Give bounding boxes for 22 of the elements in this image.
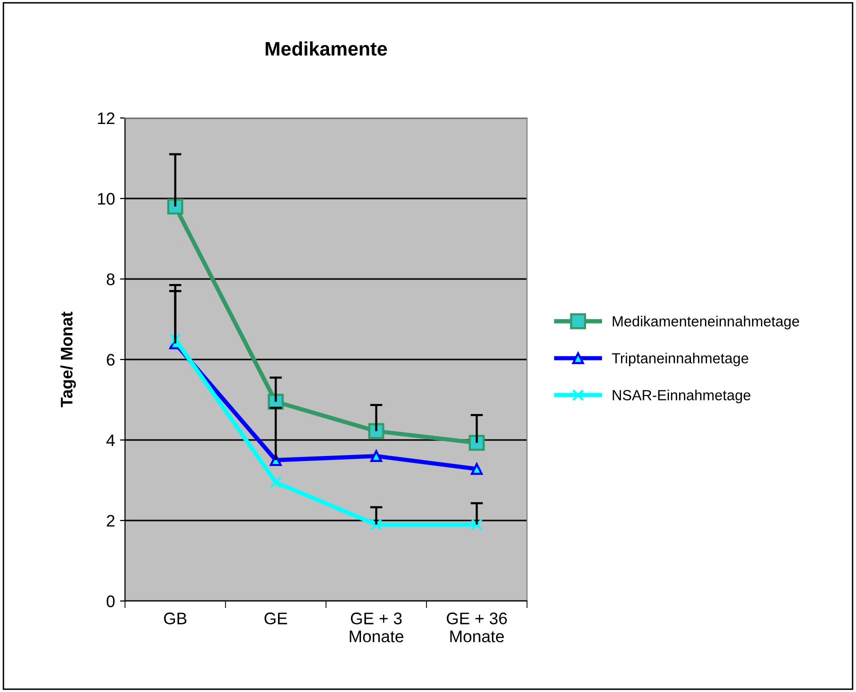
y-tick-label: 6	[106, 354, 115, 366]
y-tick-label: 12	[98, 112, 114, 124]
x-tick-label: GE + 3 Monate	[350, 612, 404, 642]
x-tick-label: GE	[264, 612, 288, 624]
point	[470, 463, 483, 475]
x-tick-label: GB	[164, 612, 186, 624]
point	[270, 476, 282, 488]
y-axis-title: Tage/ Monat	[60, 312, 76, 408]
legend-label: Medikamenteneinnahmetage	[612, 316, 800, 330]
legend-label: NSAR-Einnahmetage	[612, 390, 750, 404]
y-tick-label: 0	[106, 595, 115, 608]
y-tick-label: 10	[98, 192, 115, 205]
y-tick-label: 8	[106, 273, 115, 286]
point	[470, 518, 483, 530]
x-tick-label: GE + 36 Monate	[446, 612, 507, 642]
point	[370, 450, 382, 462]
point	[370, 518, 382, 530]
chart-title: Medikamente	[266, 41, 387, 56]
point	[169, 333, 182, 346]
legend-label: Triptaneinnahmetage	[612, 352, 748, 366]
y-tick-label: 2	[106, 514, 114, 527]
y-tick-label: 4	[106, 434, 115, 446]
